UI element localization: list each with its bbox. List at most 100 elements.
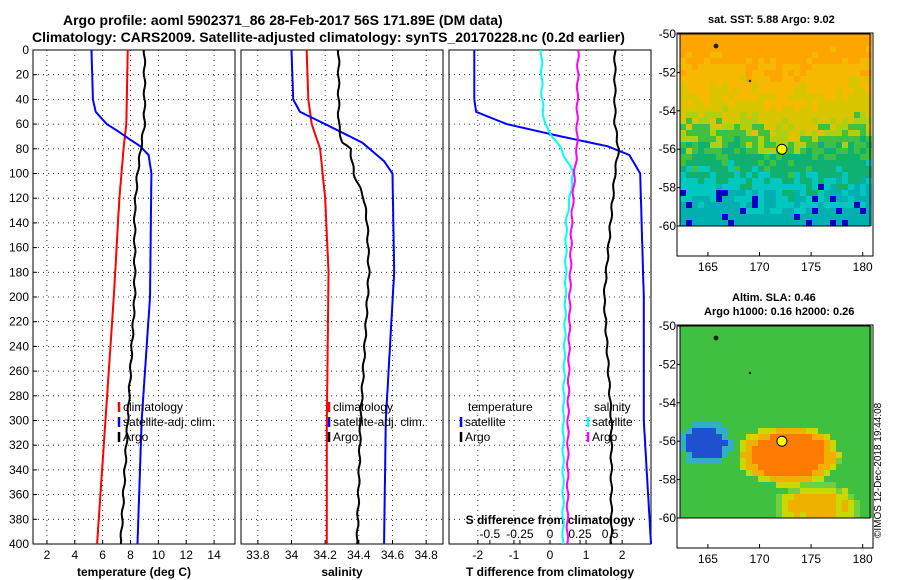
map-cell	[752, 398, 758, 404]
map-cell	[824, 344, 830, 350]
argo-location-marker	[776, 435, 788, 447]
map-cell	[722, 362, 728, 368]
map-y-tick-label: -58	[659, 181, 677, 195]
map-cell	[698, 494, 704, 500]
map-cell	[704, 488, 710, 494]
map-cell	[686, 118, 692, 124]
map-cell	[716, 148, 722, 154]
map-cell	[848, 94, 854, 100]
map-cell	[788, 94, 794, 100]
map-cell	[848, 356, 854, 362]
map-cell	[854, 404, 860, 410]
map-cell	[818, 404, 824, 410]
map-cell	[800, 136, 806, 142]
map-cell	[758, 500, 764, 506]
map-cell	[728, 184, 734, 190]
map-cell	[734, 82, 740, 88]
map-cell	[752, 380, 758, 386]
map-cell	[860, 440, 866, 446]
map-cell	[776, 34, 782, 40]
map-cell	[842, 220, 848, 226]
map-cell	[698, 350, 704, 356]
map-cell	[764, 512, 770, 518]
map-cell	[746, 386, 752, 392]
map-cell	[854, 440, 860, 446]
y-tick-label: 300	[9, 414, 29, 428]
map-cell	[770, 350, 776, 356]
map-cell	[830, 166, 836, 172]
map-cell	[848, 130, 854, 136]
map-cell	[800, 70, 806, 76]
map-cell	[848, 428, 854, 434]
map-cell	[758, 428, 764, 434]
map-cell	[800, 476, 806, 482]
map-cell	[860, 148, 866, 154]
legend-label: Argo	[592, 430, 618, 444]
map-cell	[752, 410, 758, 416]
map-cell	[788, 166, 794, 172]
map-cell	[716, 88, 722, 94]
map-cell	[818, 82, 824, 88]
map-cell	[692, 392, 698, 398]
map-cell	[710, 34, 716, 40]
map-cell	[818, 88, 824, 94]
map-cell	[830, 124, 836, 130]
map-cell	[722, 58, 728, 64]
y-tick-label: 120	[9, 191, 29, 205]
map-cell	[782, 166, 788, 172]
map-cell	[698, 332, 704, 338]
map-cell	[746, 500, 752, 506]
map-cell	[818, 202, 824, 208]
map-cell	[842, 100, 848, 106]
map-cell	[818, 76, 824, 82]
map-cell	[860, 404, 866, 410]
map-cell	[812, 476, 818, 482]
map-cell	[764, 40, 770, 46]
map-cell	[716, 392, 722, 398]
map-y-tick-label: -54	[659, 396, 677, 410]
map-cell	[866, 46, 872, 52]
map-cell	[866, 446, 872, 452]
map-cell	[746, 82, 752, 88]
map-cell	[764, 220, 770, 226]
map-cell	[824, 34, 830, 40]
map-cell	[818, 196, 824, 202]
map-cell	[680, 70, 686, 76]
map-cell	[788, 100, 794, 106]
map-cell	[806, 100, 812, 106]
map-cell	[824, 356, 830, 362]
map-cell	[800, 506, 806, 512]
map-cell	[854, 214, 860, 220]
map-cell	[752, 178, 758, 184]
map-cell	[734, 70, 740, 76]
map-cell	[746, 416, 752, 422]
map-cell	[680, 166, 686, 172]
map-cell	[686, 112, 692, 118]
map-cell	[830, 88, 836, 94]
map-cell	[800, 404, 806, 410]
map-cell	[716, 404, 722, 410]
map-cell	[860, 208, 866, 214]
map-cell	[716, 184, 722, 190]
map-cell	[836, 386, 842, 392]
map-cell	[716, 452, 722, 458]
map-cell	[686, 506, 692, 512]
map-cell	[788, 332, 794, 338]
map-cell	[716, 82, 722, 88]
map-cell	[764, 34, 770, 40]
map-cell	[734, 452, 740, 458]
map-cell	[698, 88, 704, 94]
map-cell	[752, 136, 758, 142]
map-cell	[716, 446, 722, 452]
map-cell	[728, 100, 734, 106]
map-cell	[710, 500, 716, 506]
map-cell	[812, 178, 818, 184]
map-cell	[812, 428, 818, 434]
map-cell	[710, 58, 716, 64]
map-cell	[692, 106, 698, 112]
map-cell	[824, 190, 830, 196]
map-cell	[800, 178, 806, 184]
map-cell	[830, 52, 836, 58]
map-cell	[698, 124, 704, 130]
map-cell	[680, 392, 686, 398]
